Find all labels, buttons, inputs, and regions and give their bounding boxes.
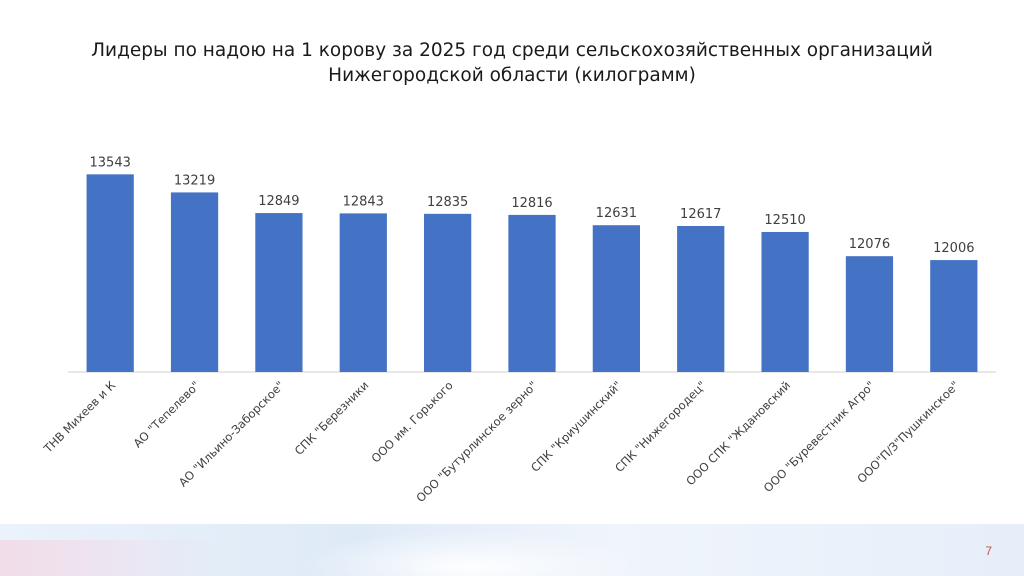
category-label: ООО им. Горького [368, 378, 455, 465]
bar-value-label: 12816 [511, 196, 552, 211]
bar [339, 213, 387, 372]
bar-value-label: 12006 [933, 241, 974, 256]
bar-value-label: 12617 [680, 207, 721, 222]
bar [930, 260, 978, 372]
bar [170, 192, 219, 372]
bar-value-label: 12835 [427, 195, 468, 210]
category-label: СПК "Березники [292, 378, 372, 458]
slide-title: Лидеры по надою на 1 корову за 2025 год … [91, 40, 933, 86]
bar [508, 214, 556, 372]
footer-glow [300, 530, 640, 576]
bar [424, 213, 472, 372]
bar-value-label: 12849 [258, 194, 299, 209]
bar-value-label: 12631 [596, 206, 637, 221]
bar [845, 256, 894, 372]
bars-group [86, 174, 978, 372]
bar [677, 225, 725, 372]
bar [86, 174, 134, 372]
bar [255, 213, 303, 372]
bar-value-label: 13543 [90, 155, 131, 170]
bar [592, 225, 640, 372]
value-labels-group: 13543 13219 12849 12843 12835 12816 12631 12617… [90, 155, 975, 256]
footer-decoration [0, 540, 220, 576]
bar [761, 231, 809, 372]
category-label: СПК "Криушинский" [528, 378, 625, 475]
category-label: АО "Тепелево" [130, 378, 202, 450]
bar-value-label: 12510 [764, 213, 805, 228]
bar-value-label: 13219 [174, 173, 215, 188]
category-label: СПК "Нижегородец" [612, 378, 709, 475]
category-label: ТНВ Михеев и К [40, 378, 118, 456]
page-number: 7 [985, 544, 992, 558]
bar-value-label: 12076 [849, 237, 890, 252]
bar-value-label: 12843 [343, 194, 384, 209]
category-labels-group: ТНВ Михеев и К АО "Тепелево"АО "Ильино-За… [40, 378, 962, 505]
